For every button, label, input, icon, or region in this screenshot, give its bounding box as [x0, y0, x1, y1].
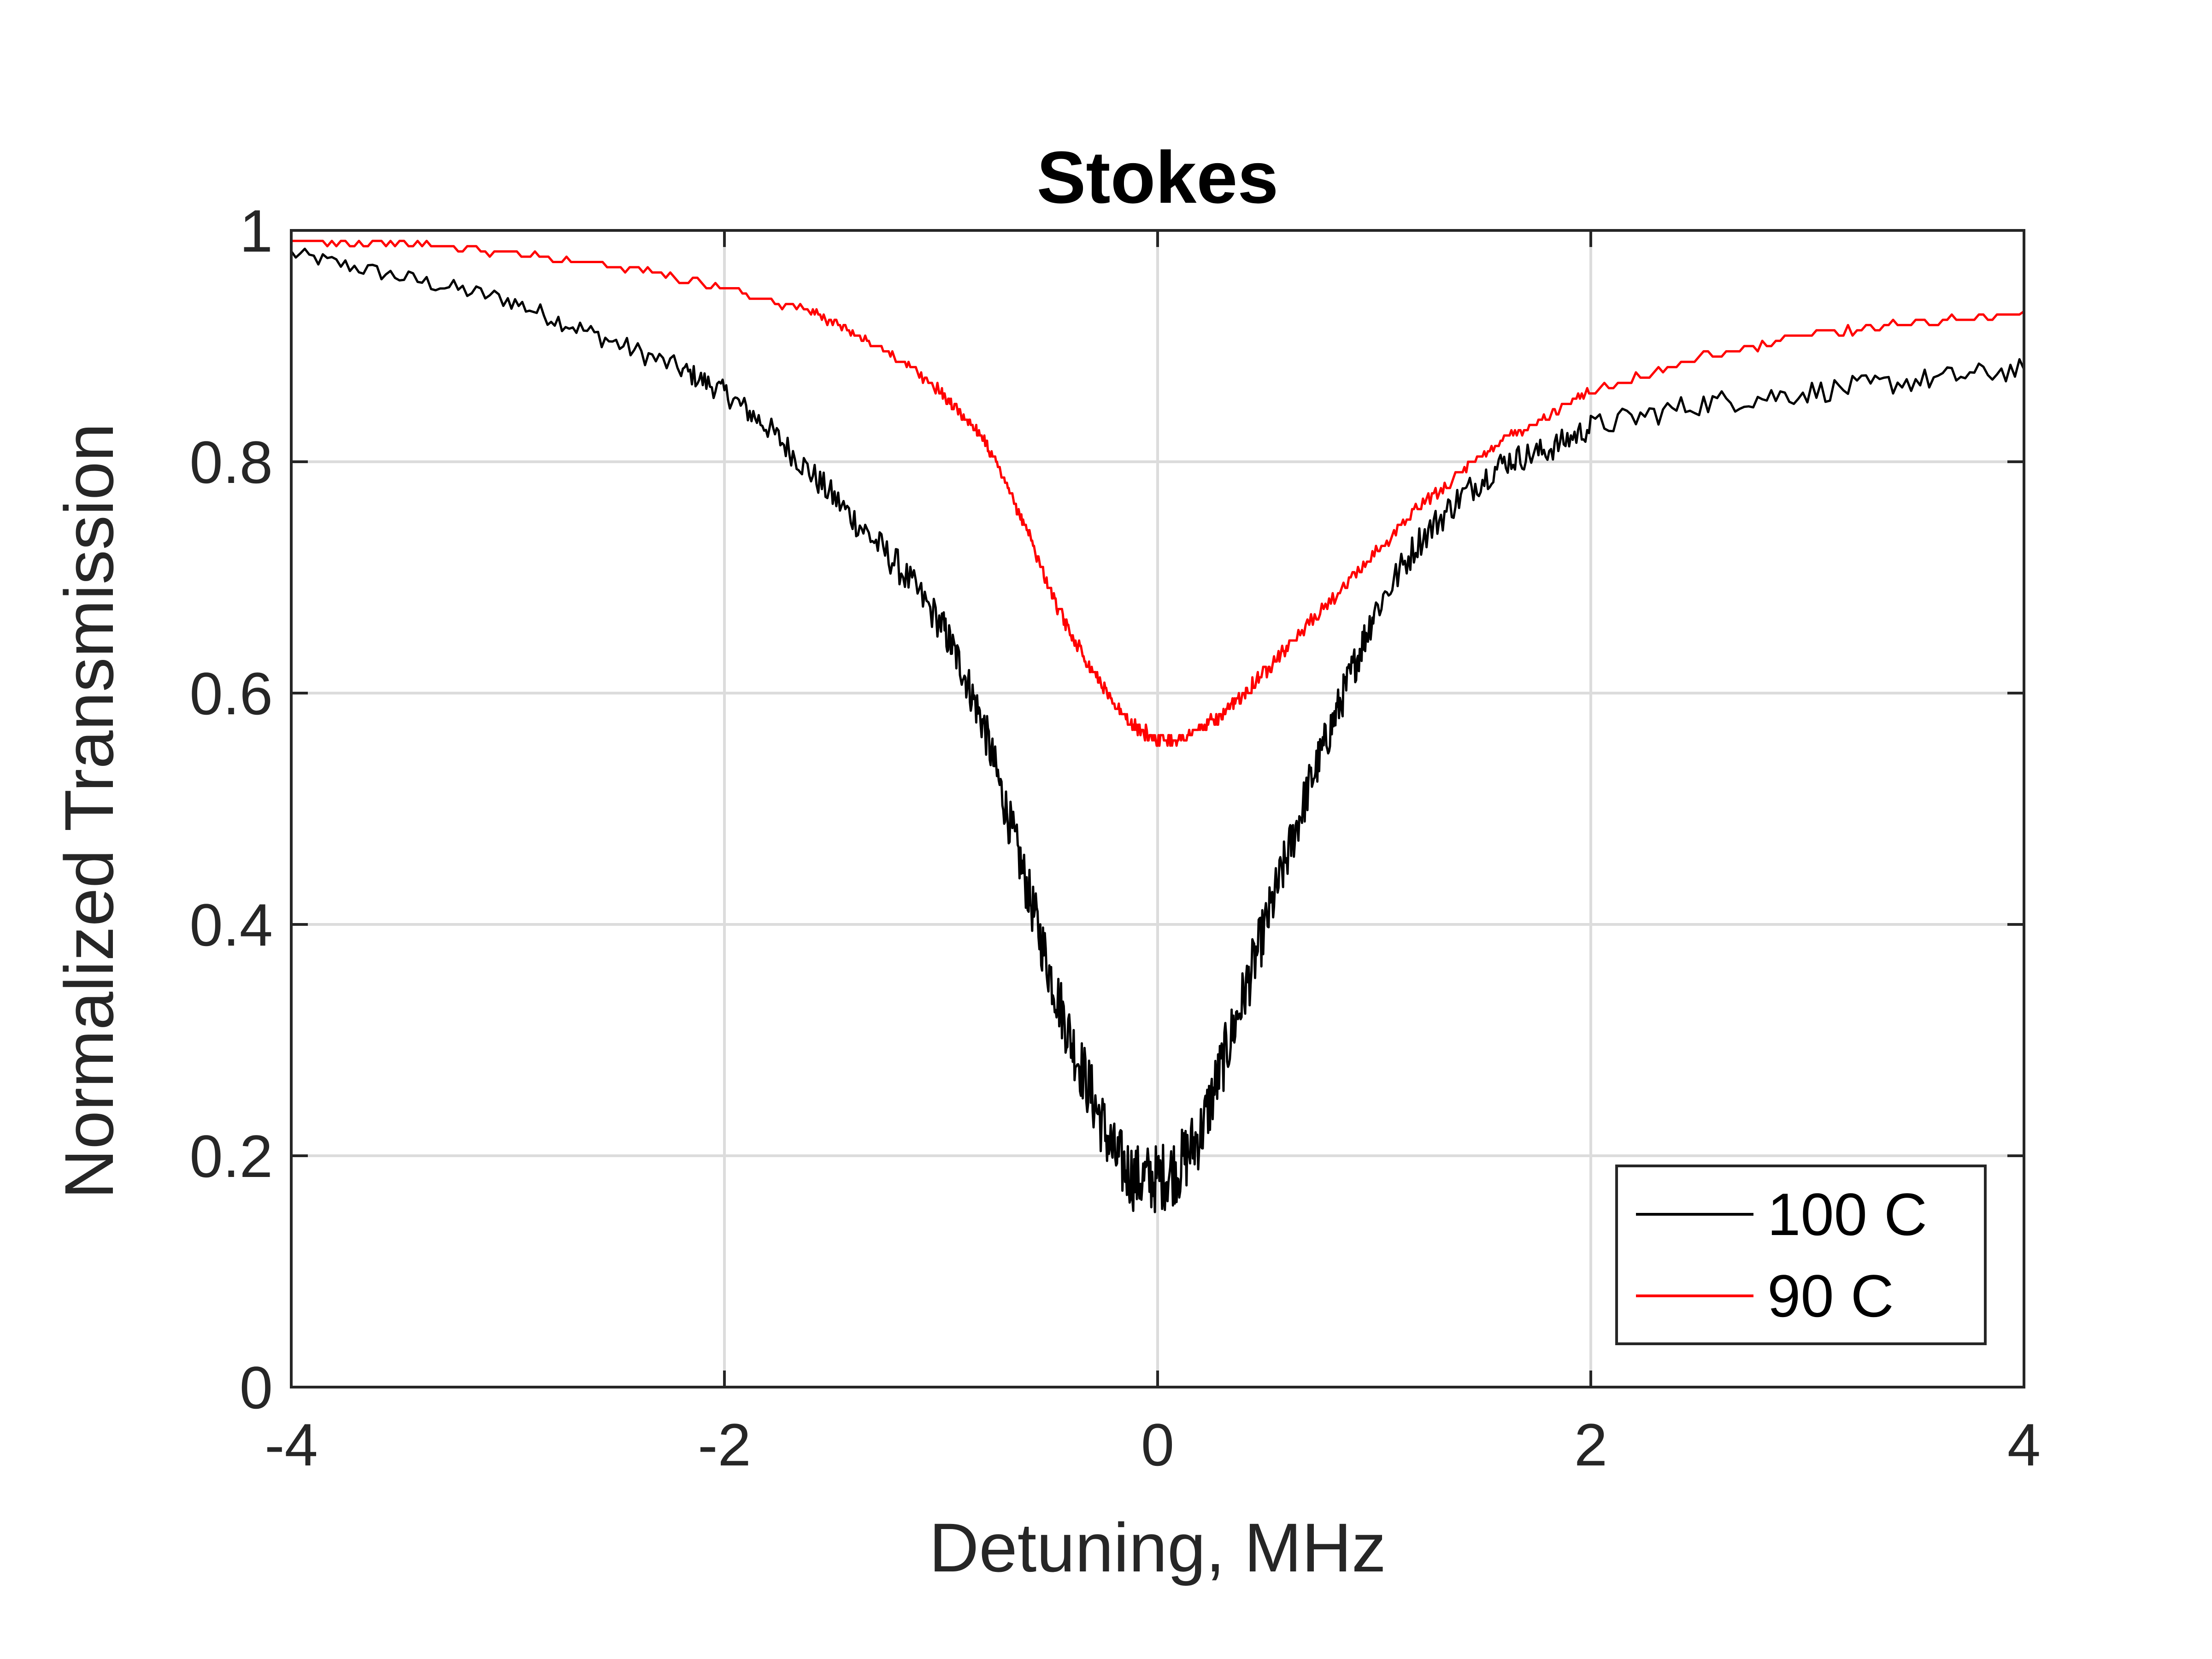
chart-title: Stokes: [1037, 136, 1279, 218]
x-tick-label: 4: [2007, 1411, 2041, 1478]
legend: 100 C 90 C: [1615, 1165, 1987, 1345]
y-tick-label: 0.2: [189, 1123, 273, 1190]
y-tick-label: 0: [240, 1354, 273, 1421]
series-line-100-c: [290, 247, 2025, 1213]
x-tick-label: -2: [698, 1411, 751, 1478]
x-tick-label: 0: [1141, 1411, 1174, 1478]
y-tick-label: 0.8: [189, 429, 273, 496]
ticks: -4 -2 0 2 4 0 0.2 0.4 0.6 0.8 1: [189, 197, 2041, 1478]
y-axis-label: Normalized Transmission: [50, 423, 128, 1199]
legend-label-90c: 90 C: [1767, 1262, 1894, 1330]
legend-label-100c: 100 C: [1767, 1181, 1927, 1248]
y-tick-label: 1: [240, 197, 273, 265]
x-axis-label: Detuning, MHz: [929, 1509, 1386, 1586]
x-tick-label: 2: [1574, 1411, 1607, 1478]
legend-box: [1615, 1165, 1987, 1345]
series-layer: [290, 240, 2025, 1213]
x-tick-label: -4: [265, 1411, 318, 1478]
y-tick-label: 0.4: [189, 891, 273, 959]
series-line-90-c: [291, 240, 2025, 747]
y-tick-label: 0.6: [189, 660, 273, 727]
